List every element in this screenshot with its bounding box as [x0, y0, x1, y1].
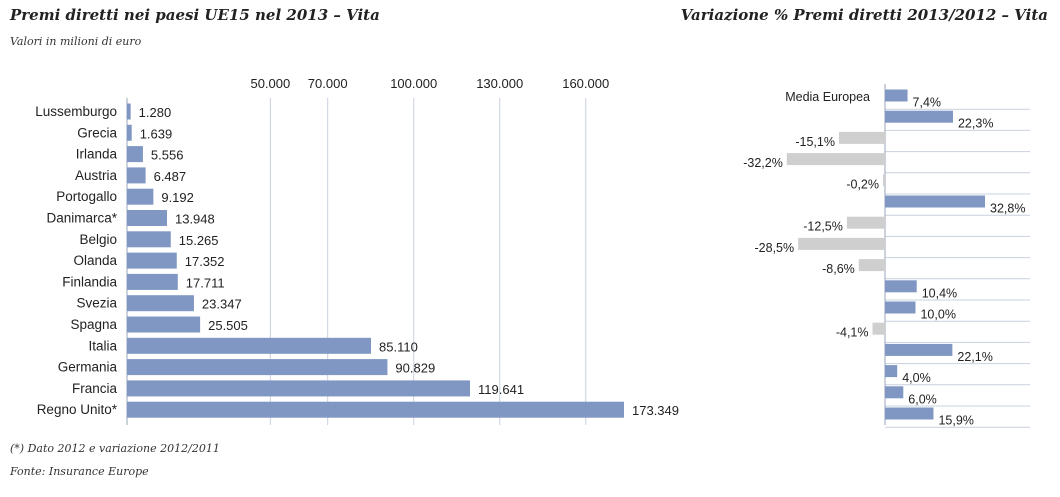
left-category-label: Svezia [76, 296, 117, 311]
left-x-tick-label: 70.000 [308, 76, 348, 91]
right-value-label: -0,2% [846, 177, 879, 191]
right-value-label: 10,0% [920, 308, 955, 322]
left-value-label: 85.110 [379, 339, 418, 354]
left-category-label: Belgio [79, 232, 117, 247]
left-bar [127, 231, 171, 248]
left-category-label: Grecia [77, 125, 117, 140]
right-bar-positive [885, 407, 934, 420]
left-category-label: Portogallo [56, 189, 117, 204]
right-bar-negative [846, 216, 885, 229]
right-value-label: -15,1% [795, 135, 835, 149]
right-bar-negative [858, 259, 885, 272]
right-bar-negative [872, 322, 885, 335]
left-x-tick-label: 100.000 [390, 76, 437, 91]
right-value-label: -28,5% [755, 241, 795, 255]
right-bar-positive [885, 365, 898, 378]
left-value-label: 90.829 [395, 361, 435, 376]
left-category-label: Irlanda [76, 147, 118, 162]
chart-subtitle: Valori in milioni di euro [10, 35, 142, 48]
left-category-label: Austria [75, 168, 118, 183]
left-value-label: 17.352 [185, 254, 225, 269]
left-value-label: 119.641 [478, 382, 524, 397]
left-value-label: 15.265 [179, 233, 219, 248]
right-bar-negative [786, 153, 885, 166]
right-value-label: 6,0% [908, 392, 937, 406]
right-bar-negative [883, 174, 885, 187]
right-value-label: -8,6% [822, 262, 855, 276]
left-x-tick-label: 130.000 [476, 76, 523, 91]
right-bar-positive [885, 89, 908, 102]
right-bar-positive [885, 195, 985, 208]
left-category-label: Germania [58, 360, 118, 375]
left-category-label: Spagna [70, 317, 117, 332]
left-value-label: 9.192 [161, 190, 194, 205]
left-bar [127, 337, 372, 354]
right-value-label: 32,8% [990, 202, 1025, 216]
left-bar [127, 252, 177, 269]
left-bar [127, 146, 143, 163]
right-bar-positive [885, 280, 917, 293]
left-x-tick-label: 160.000 [562, 76, 609, 91]
left-chart-title: Premi diretti nei paesi UE15 nel 2013 – … [10, 6, 380, 24]
left-bar [127, 124, 132, 141]
left-bar [127, 210, 167, 226]
left-value-label: 13.948 [175, 212, 215, 227]
right-value-label: -4,1% [836, 326, 869, 340]
footnote: (*) Dato 2012 e variazione 2012/2011 [10, 442, 220, 455]
right-value-label: 22,1% [957, 350, 992, 364]
left-bar [127, 295, 194, 312]
left-bar [127, 316, 201, 333]
right-bar-negative [798, 237, 885, 250]
left-value-label: 23.347 [202, 297, 242, 312]
left-value-label: 1.639 [140, 126, 173, 141]
left-bar [127, 273, 178, 290]
right-value-label: 4,0% [902, 371, 931, 385]
left-category-label: Finlandia [62, 274, 117, 289]
left-value-label: 6.487 [154, 169, 187, 184]
right-bar-positive [885, 110, 953, 123]
left-value-label: 173.349 [632, 403, 679, 418]
left-category-label: Olanda [73, 253, 117, 268]
left-bar [127, 103, 131, 120]
left-value-label: 17.711 [186, 275, 225, 290]
left-bar [127, 380, 471, 397]
left-bar [127, 401, 624, 418]
left-value-label: 5.556 [151, 148, 184, 163]
right-value-label: 10,4% [922, 286, 957, 300]
right-value-label: -32,2% [743, 156, 783, 170]
right-bar-negative [838, 131, 885, 144]
left-category-label: Italia [88, 338, 117, 353]
left-value-label: 25.505 [208, 318, 248, 333]
right-value-label: -12,5% [803, 220, 843, 234]
left-bar [127, 167, 146, 184]
left-bar [127, 359, 388, 376]
left-value-label: 1.280 [139, 105, 172, 120]
left-category-label: Lussemburgo [35, 104, 117, 119]
left-x-tick-label: 50.000 [250, 76, 290, 91]
left-category-label: Regno Unito* [37, 402, 118, 417]
right-chart-title: Variazione % Premi diretti 2013/2012 – V… [680, 6, 1048, 24]
right-category-label: Media Europea [785, 90, 870, 104]
right-value-label: 15,9% [938, 414, 973, 428]
right-value-label: 22,3% [958, 117, 993, 131]
left-category-label: Danimarca* [46, 211, 117, 226]
right-bar-positive [885, 301, 916, 314]
right-value-label: 7,4% [913, 96, 942, 110]
left-category-label: Francia [72, 381, 118, 396]
right-bar-positive [885, 343, 953, 356]
left-bar [127, 188, 154, 205]
source-note: Fonte: Insurance Europe [10, 465, 149, 478]
right-bar-positive [885, 386, 904, 399]
